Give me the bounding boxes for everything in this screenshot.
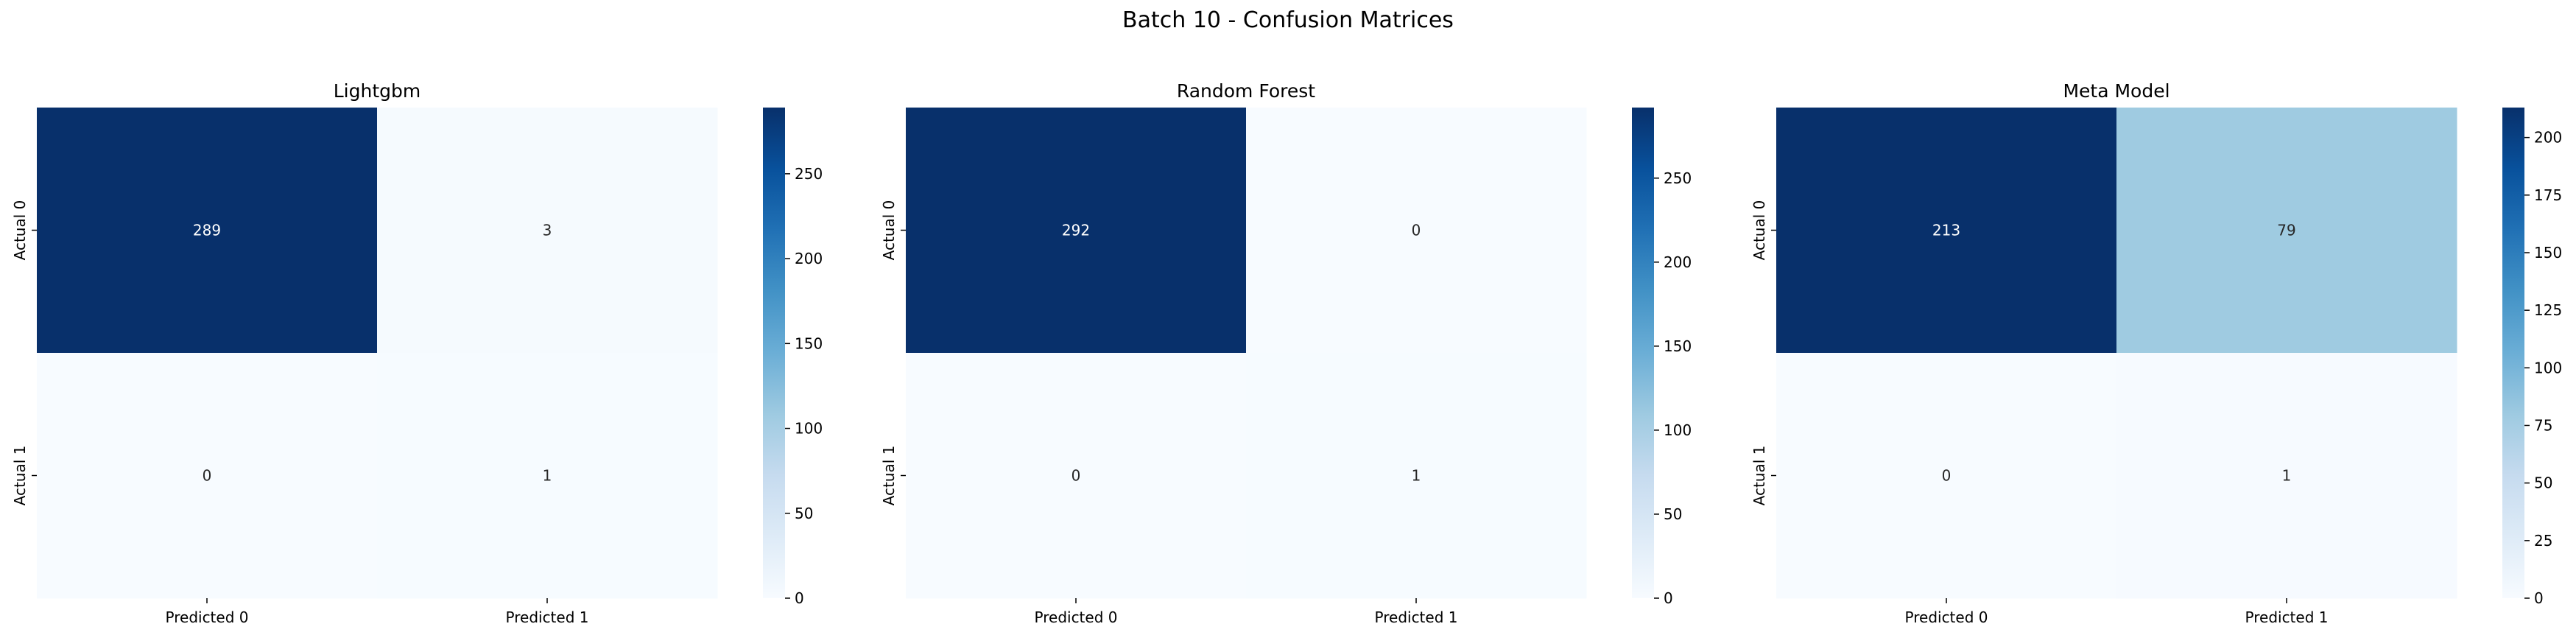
x-tick-label: Predicted 1	[1375, 608, 1458, 626]
x-tick-label: Predicted 1	[506, 608, 589, 626]
cell-value-label: 3	[543, 222, 552, 239]
colorbar-tick-label: 250	[795, 165, 823, 183]
colorbar-tick-label: 100	[1664, 421, 1692, 439]
cell-value-label: 1	[2282, 467, 2292, 485]
colorbar-tick-label: 100	[2534, 359, 2562, 376]
heatmap-cell	[2116, 353, 2457, 599]
colorbar-tick-label: 200	[795, 250, 823, 267]
x-tick-label: Predicted 0	[166, 608, 249, 626]
colorbar-tick-label: 250	[1664, 169, 1692, 187]
cell-value-label: 1	[543, 467, 552, 485]
y-tick-label: Actual 0	[880, 200, 898, 261]
cell-value-label: 1	[1412, 467, 1421, 485]
heatmap-cell	[377, 108, 718, 354]
colorbar-tick-label: 0	[1664, 589, 1673, 607]
heatmap-cell	[906, 353, 1247, 599]
heatmap-cell	[377, 353, 718, 599]
colorbar-tick-label: 50	[2534, 474, 2552, 492]
y-tick-label: Actual 1	[1750, 446, 1768, 506]
colorbar	[1632, 108, 1654, 598]
colorbar-tick-label: 25	[2534, 532, 2552, 550]
colorbar	[2502, 108, 2524, 598]
colorbar-tick-label: 175	[2534, 186, 2562, 204]
colorbar-tick-label: 200	[1664, 253, 1692, 271]
y-tick-label: Actual 0	[11, 200, 29, 261]
heatmap-cell	[1246, 108, 1587, 354]
heatmap-title: Random Forest	[1177, 80, 1315, 102]
colorbar-tick-label: 150	[2534, 244, 2562, 262]
colorbar-tick-label: 0	[795, 589, 804, 607]
colorbar-tick-label: 50	[1664, 505, 1682, 523]
heatmap-cell	[37, 108, 378, 354]
colorbar-tick-label: 150	[1664, 337, 1692, 355]
colorbar-tick-label: 100	[795, 420, 823, 438]
cell-value-label: 0	[1942, 467, 1952, 485]
cell-value-label: 213	[1932, 222, 1960, 239]
x-tick-label: Predicted 0	[1035, 608, 1118, 626]
cell-value-label: 0	[1412, 222, 1421, 239]
heatmap-cell	[1776, 108, 2117, 354]
heatmap-cell	[906, 108, 1247, 354]
cell-value-label: 79	[2277, 222, 2295, 239]
colorbar-tick-label: 150	[795, 334, 823, 352]
figure-title: Batch 10 - Confusion Matrices	[1122, 7, 1454, 33]
x-tick-label: Predicted 0	[1905, 608, 1988, 626]
colorbar-tick-label: 125	[2534, 301, 2562, 319]
x-tick-label: Predicted 1	[2245, 608, 2329, 626]
cell-value-label: 292	[1062, 222, 1090, 239]
colorbar-tick-label: 200	[2534, 129, 2562, 147]
cell-value-label: 289	[193, 222, 221, 239]
y-tick-label: Actual 1	[880, 446, 898, 506]
y-tick-label: Actual 0	[1750, 200, 1768, 261]
heatmap-cell	[2116, 108, 2457, 354]
heatmap-title: Lightgbm	[334, 80, 420, 102]
heatmap-title: Meta Model	[2063, 80, 2169, 102]
heatmap-cell	[1246, 353, 1587, 599]
colorbar-tick-label: 50	[795, 505, 813, 522]
y-tick-label: Actual 1	[11, 446, 29, 506]
colorbar-tick-label: 0	[2534, 589, 2544, 607]
heatmap-cell	[37, 353, 378, 599]
colorbar-tick-label: 75	[2534, 416, 2552, 434]
heatmap-cell	[1776, 353, 2117, 599]
cell-value-label: 0	[1071, 467, 1081, 485]
cell-value-label: 0	[203, 467, 212, 485]
colorbar	[763, 108, 785, 598]
